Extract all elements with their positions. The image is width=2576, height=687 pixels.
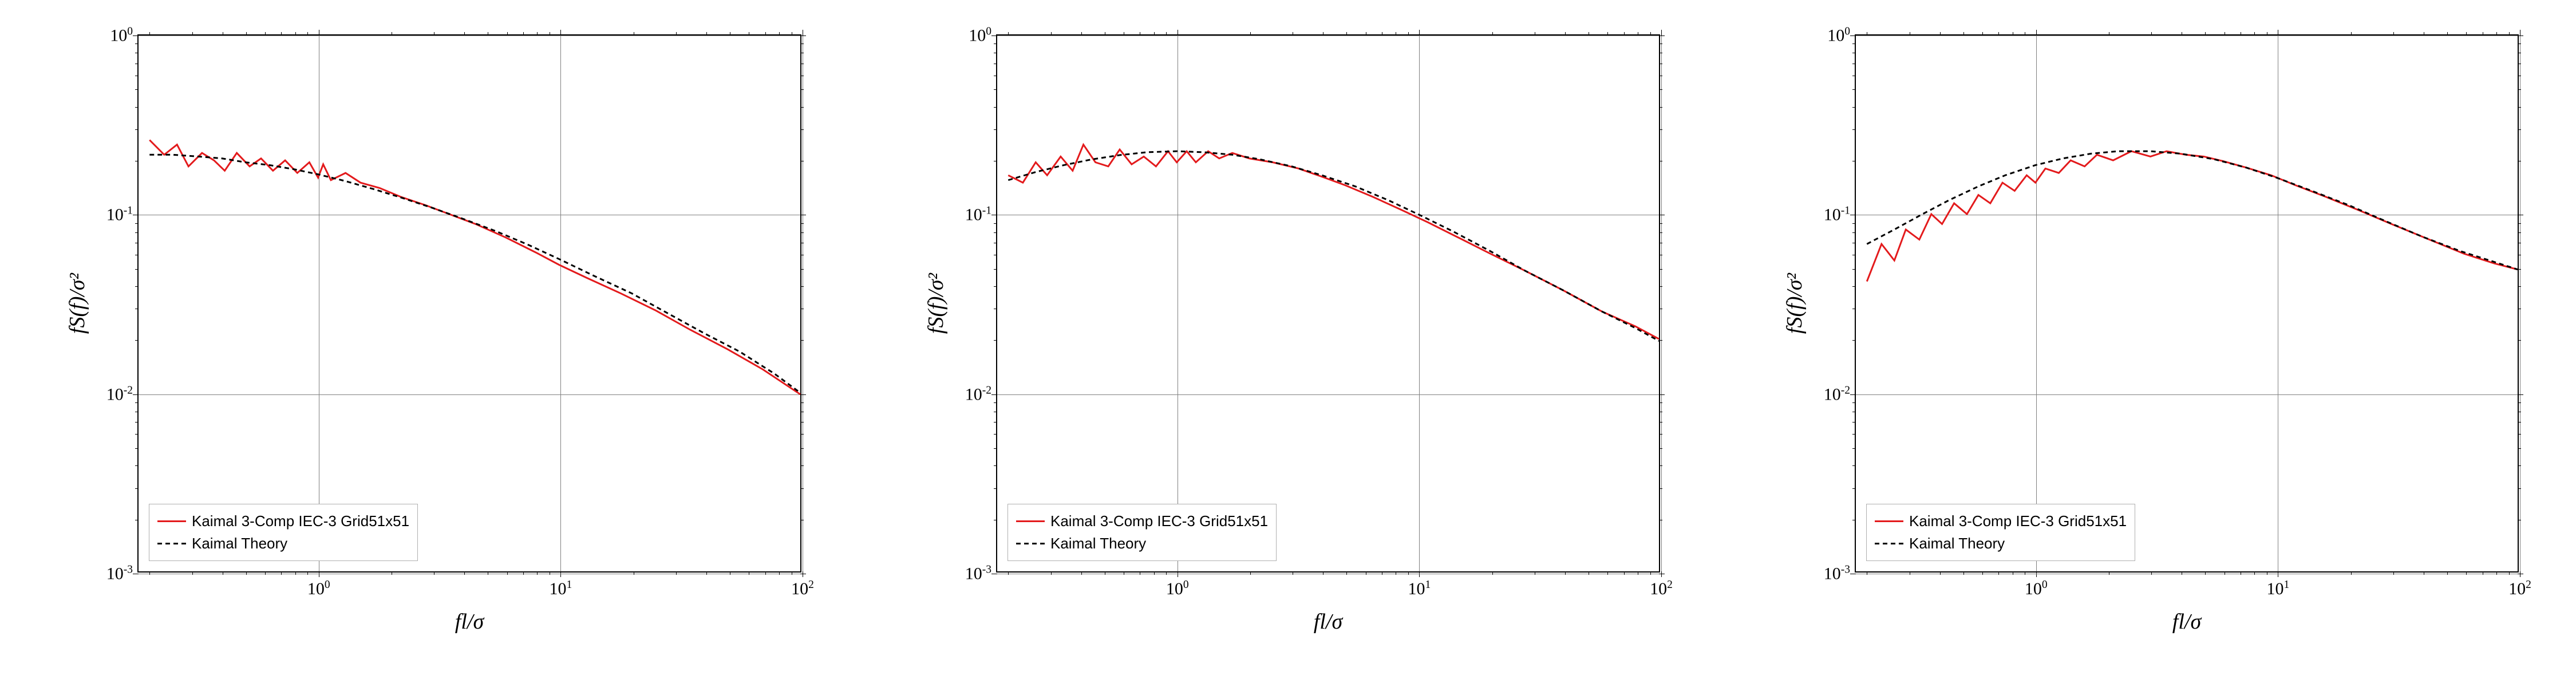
legend-entry: Kaimal Theory (1016, 532, 1268, 555)
plot-area: 10010110210-310-210-1100fl/σfS(f)/σ²Kaim… (996, 34, 1660, 572)
x-axis-label: fl/σ (455, 609, 484, 634)
legend-label: Kaimal Theory (192, 532, 287, 555)
ytick-label: 100 (87, 26, 133, 46)
ytick-label: 10-1 (1804, 205, 1850, 225)
series-svg (997, 35, 1659, 571)
ytick-label: 10-1 (946, 205, 991, 225)
legend-entry: Kaimal 3-Comp IEC-3 Grid51x51 (1016, 510, 1268, 532)
series-data (149, 140, 800, 394)
legend-entry: Kaimal Theory (1875, 532, 2127, 555)
ytick-label: 100 (946, 26, 991, 46)
xtick-label: 100 (1166, 579, 1189, 599)
ytick-label: 10-3 (1804, 564, 1850, 584)
plot-area: 10010110210-310-210-1100fl/σfS(f)/σ²Kaim… (1855, 34, 2519, 572)
chart-panel-1: 100 101 102 10-3 10-2 10-1 100 fl/σ fS(f)/σ² Kaim… (882, 17, 1694, 670)
y-axis-label: fS(f)/σ² (65, 273, 90, 334)
chart-panel-0: 100 101 102 10-3 10-2 10-1 100 fl/σ fS(f)/σ² Kaim… (23, 17, 836, 670)
ytick-label: 10-3 (87, 564, 133, 584)
legend-swatch (1016, 520, 1045, 522)
xtick-label: 100 (307, 579, 330, 599)
legend-label: Kaimal Theory (1050, 532, 1146, 555)
xtick-label: 102 (1650, 579, 1673, 599)
legend-swatch (157, 543, 186, 544)
plot-area: 10010110210-310-210-1100fl/σfS(f)/σ²Kaim… (137, 34, 801, 572)
ytick-label: 10-2 (946, 384, 991, 404)
xtick-label: 102 (2508, 579, 2531, 599)
series-theory (1867, 151, 2518, 270)
legend-label: Kaimal 3-Comp IEC-3 Grid51x51 (1050, 510, 1268, 532)
legend-swatch (1875, 543, 1903, 544)
ytick-label: 10-2 (87, 384, 133, 404)
xtick-label: 101 (1408, 579, 1431, 599)
legend-label: Kaimal 3-Comp IEC-3 Grid51x51 (1909, 510, 2127, 532)
legend: Kaimal 3-Comp IEC-3 Grid51x51Kaimal Theo… (1866, 504, 2135, 561)
legend-entry: Kaimal 3-Comp IEC-3 Grid51x51 (1875, 510, 2127, 532)
legend: Kaimal 3-Comp IEC-3 Grid51x51Kaimal Theo… (1008, 504, 1277, 561)
series-svg (139, 35, 800, 571)
series-theory (1008, 151, 1659, 341)
legend-swatch (157, 520, 186, 522)
x-axis-label: fl/σ (2172, 609, 2201, 634)
legend-swatch (1875, 520, 1903, 522)
ytick-label: 10-2 (1804, 384, 1850, 404)
legend: Kaimal 3-Comp IEC-3 Grid51x51Kaimal Theo… (149, 504, 418, 561)
x-axis-label: fl/σ (1314, 609, 1342, 634)
series-svg (1856, 35, 2518, 571)
series-data (1867, 151, 2518, 281)
legend-label: Kaimal Theory (1909, 532, 2005, 555)
chart-panel-2: 100 101 102 10-3 10-2 10-1 100 fl/σ fS(f)/σ² Kaim… (1740, 17, 2553, 670)
ytick-label: 10-1 (87, 205, 133, 225)
y-axis-label: fS(f)/σ² (1782, 273, 1807, 334)
xtick-label: 100 (2025, 579, 2048, 599)
ytick-label: 10-3 (946, 564, 991, 584)
series-data (1008, 145, 1659, 339)
legend-label: Kaimal 3-Comp IEC-3 Grid51x51 (192, 510, 409, 532)
legend-entry: Kaimal Theory (157, 532, 409, 555)
xtick-label: 102 (791, 579, 814, 599)
series-theory (149, 155, 800, 393)
y-axis-label: fS(f)/σ² (923, 273, 949, 334)
legend-entry: Kaimal 3-Comp IEC-3 Grid51x51 (157, 510, 409, 532)
xtick-label: 101 (549, 579, 572, 599)
legend-swatch (1016, 543, 1045, 544)
xtick-label: 101 (2266, 579, 2289, 599)
ytick-label: 100 (1804, 26, 1850, 46)
